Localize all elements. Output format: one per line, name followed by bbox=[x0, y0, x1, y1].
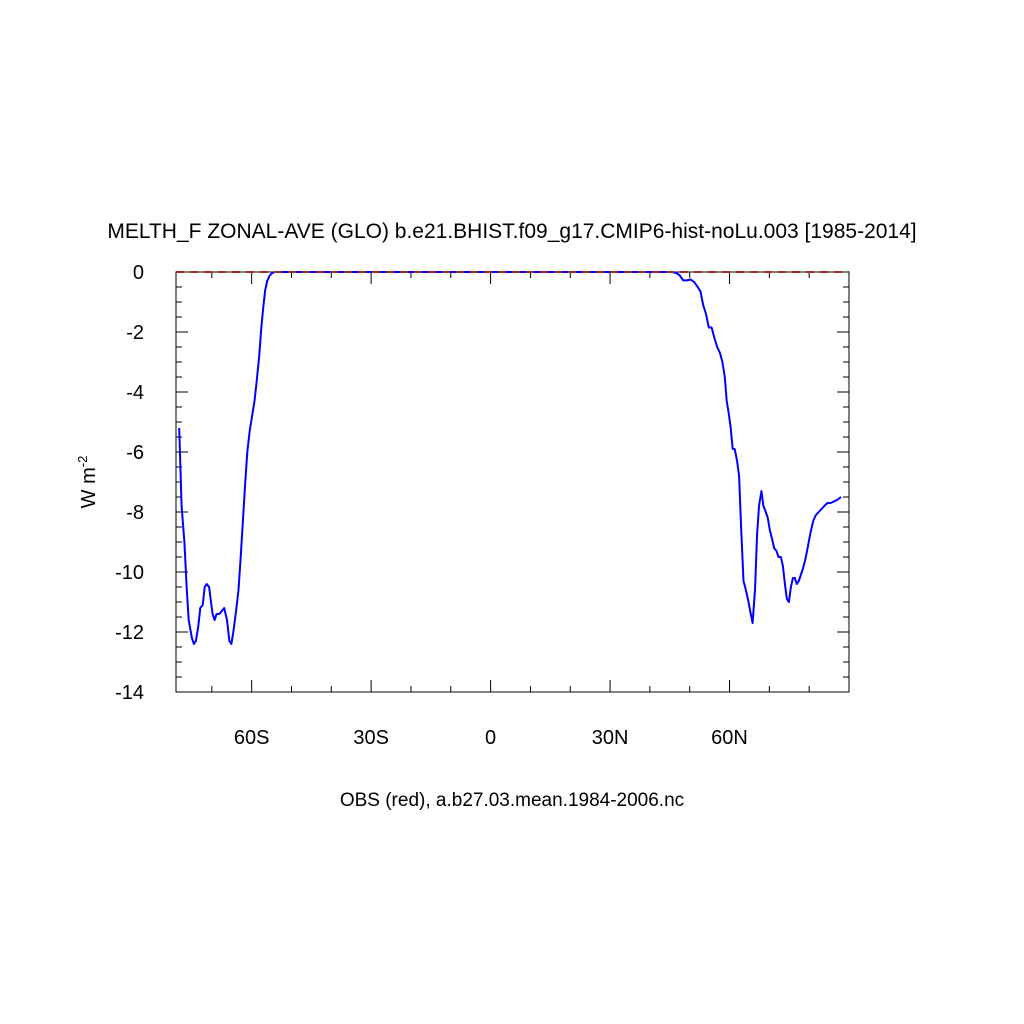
y-axis-label-exponent: -2 bbox=[75, 456, 90, 468]
y-axis-label: W m-2 bbox=[75, 456, 100, 509]
x-tick-label: 30N bbox=[592, 727, 629, 749]
series-line-model bbox=[178, 271, 842, 645]
plot-area bbox=[175, 271, 850, 693]
y-tick-label: -6 bbox=[126, 442, 144, 464]
y-axis-label-main: W m bbox=[78, 467, 100, 508]
y-tick-label: -4 bbox=[126, 382, 144, 404]
x-tick-label: 60S bbox=[234, 727, 270, 749]
series-group bbox=[176, 271, 849, 645]
y-tick-label: -2 bbox=[126, 322, 144, 344]
y-tick-label: -10 bbox=[115, 562, 144, 584]
plot-frame bbox=[175, 271, 850, 693]
x-axis-label: OBS (red), a.b27.03.mean.1984-2006.nc bbox=[340, 790, 684, 811]
chart-title: MELTH_F ZONAL-AVE (GLO) b.e21.BHIST.f09_… bbox=[107, 220, 916, 243]
y-tick-label: -12 bbox=[115, 622, 144, 644]
x-tick-label: 0 bbox=[485, 727, 496, 749]
y-tick-label: -14 bbox=[115, 682, 144, 704]
x-tick-label: 60N bbox=[711, 727, 748, 749]
axis-ticks: 60S 30S 0 30N 60N 0 -2 -4 -6 -8 -10 -12 -14 bbox=[115, 262, 849, 749]
y-tick-label: 0 bbox=[133, 262, 144, 284]
y-tick-label: -8 bbox=[126, 502, 144, 524]
x-tick-label: 30S bbox=[353, 727, 389, 749]
